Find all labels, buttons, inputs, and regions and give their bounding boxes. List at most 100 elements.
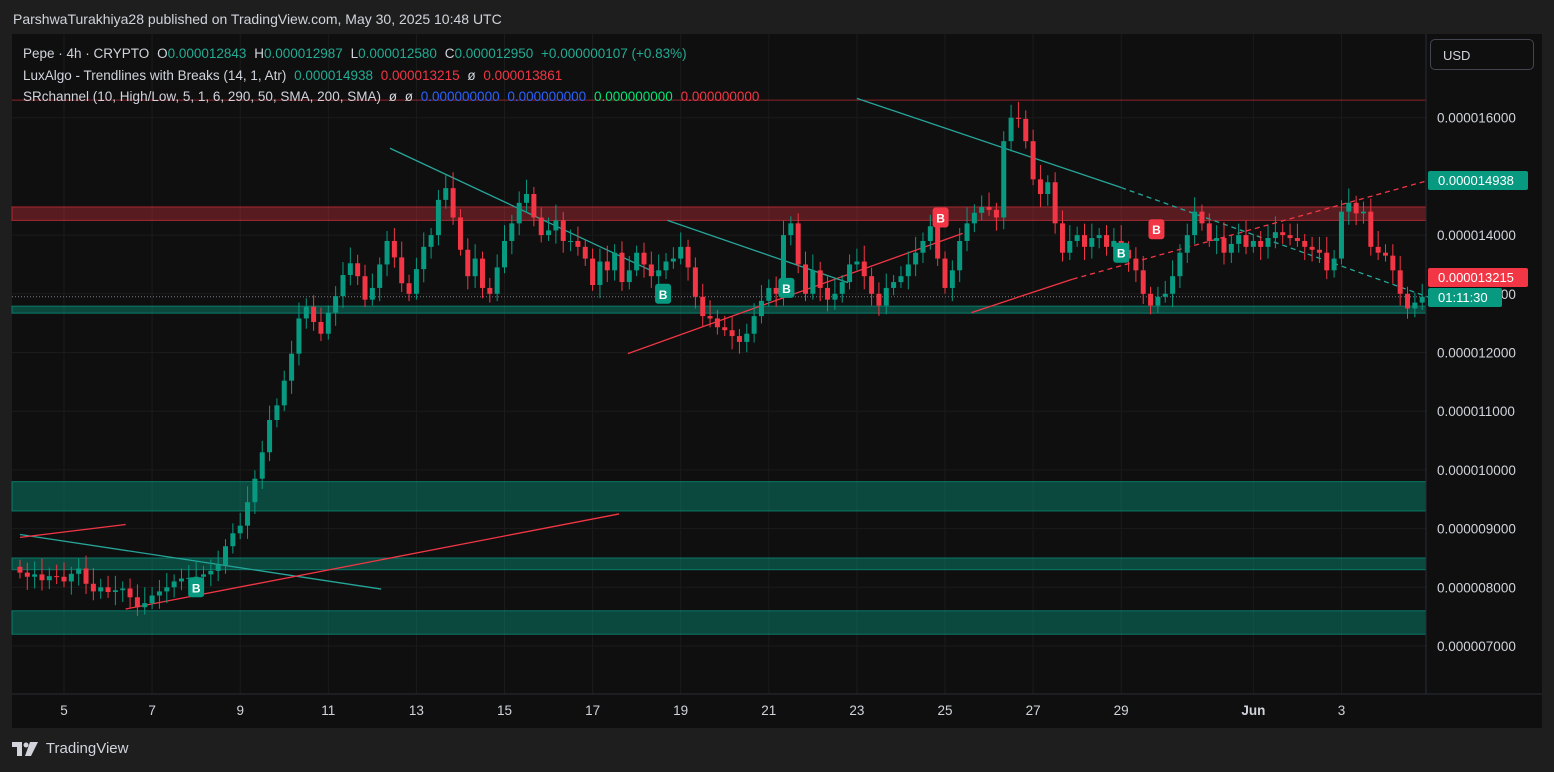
legend-close: 0.000012950 [454, 46, 534, 61]
candle [134, 597, 140, 608]
grid [12, 34, 1426, 694]
legend-sr-v2: 0.000000000 [507, 89, 587, 104]
candle [237, 525, 243, 534]
candle [274, 405, 280, 421]
candle [318, 321, 324, 334]
candle [964, 223, 970, 241]
candle [1059, 223, 1065, 253]
x-tick-label: 17 [585, 703, 600, 718]
candle [1331, 258, 1337, 271]
candle [993, 209, 999, 218]
candle [949, 270, 955, 288]
candle [531, 194, 537, 218]
candle [325, 312, 331, 334]
candle [1375, 246, 1381, 253]
chart-frame[interactable] [12, 34, 1542, 728]
legend-sr-v3: 0.000000000 [593, 89, 673, 104]
signal-label: B [1117, 247, 1126, 261]
legend-sr-name[interactable]: SRchannel (10, High/Low, 5, 1, 6, 290, 5… [23, 89, 381, 104]
candle [230, 533, 236, 547]
candle [1089, 238, 1095, 247]
candle [861, 261, 867, 277]
tradingview-footer[interactable]: TradingView [12, 740, 128, 757]
candle [1258, 240, 1264, 247]
candle [1001, 141, 1007, 218]
candle [1133, 258, 1139, 271]
signal-label: B [936, 211, 945, 225]
candle [714, 318, 720, 328]
candle [780, 235, 786, 294]
candle [340, 275, 346, 297]
legend-sr-na2: ø [404, 89, 413, 104]
candle [1368, 211, 1374, 247]
legend-luxalgo-v1: 0.000014938 [294, 68, 373, 83]
candle [707, 316, 713, 319]
candle [156, 591, 162, 596]
candle [670, 258, 676, 262]
candle [208, 570, 214, 575]
candle [795, 223, 801, 265]
candle [575, 240, 581, 247]
price-countdown: 01:11:30 [1428, 288, 1502, 307]
legend-sr-v4: 0.000000000 [680, 89, 760, 104]
x-tick-label: 21 [761, 703, 776, 718]
candle [700, 296, 706, 317]
candle [472, 258, 478, 277]
candle [883, 287, 889, 306]
buy-signal: B [188, 577, 205, 598]
candle [1104, 235, 1110, 247]
candle [502, 240, 507, 268]
signal-label: B [659, 288, 668, 302]
y-tick-label: 0.000014000 [1437, 228, 1516, 243]
signal-label: B [192, 581, 201, 595]
candle [149, 595, 155, 604]
trendline-down [19, 533, 382, 590]
candle [744, 333, 750, 342]
candle [758, 300, 764, 317]
buy-signal: B [778, 277, 795, 298]
candle [457, 217, 463, 250]
x-tick-label: 29 [1114, 703, 1129, 718]
candle [223, 546, 229, 565]
legend-symbol[interactable]: Pepe · 4h · CRYPTO [23, 46, 150, 61]
candle [1206, 223, 1212, 241]
currency-button[interactable]: USD [1430, 39, 1534, 70]
candles [17, 101, 1425, 617]
buy-signal: B [1113, 242, 1130, 263]
signal-badge [188, 577, 205, 598]
candle [1419, 296, 1425, 303]
candle [1272, 232, 1278, 239]
candle [553, 220, 559, 231]
candle [377, 264, 383, 288]
legend-open-label: O [157, 46, 168, 61]
candle [957, 240, 963, 271]
candle [186, 577, 192, 579]
publish-bar: ParshwaTurakhiya28 published on TradingV… [0, 0, 1554, 34]
legend-luxalgo-name[interactable]: LuxAlgo - Trendlines with Breaks (14, 1,… [23, 68, 287, 83]
candle [142, 603, 148, 608]
candle [839, 282, 845, 294]
y-tick-label: 0.000008000 [1437, 580, 1516, 595]
price-label-upper: 0.000014938 [1428, 171, 1528, 190]
x-tick-label: Jun [1241, 703, 1265, 718]
x-tick-label: 15 [497, 703, 512, 718]
candle [817, 270, 823, 288]
x-tick-label: 7 [148, 703, 156, 718]
candle [927, 226, 933, 241]
candle [1309, 246, 1315, 250]
candle [1199, 211, 1205, 224]
candle [171, 581, 177, 588]
candle [986, 206, 992, 210]
candle [303, 306, 309, 319]
candle [435, 199, 441, 236]
legend-luxalgo-na: ø [467, 68, 476, 83]
candle [979, 206, 985, 213]
candle [582, 246, 588, 259]
y-tick-label: 0.000011000 [1437, 404, 1515, 419]
candle [90, 583, 96, 592]
candle [200, 574, 206, 577]
candle [1390, 255, 1396, 271]
candle [1015, 117, 1021, 119]
candle [32, 574, 38, 577]
